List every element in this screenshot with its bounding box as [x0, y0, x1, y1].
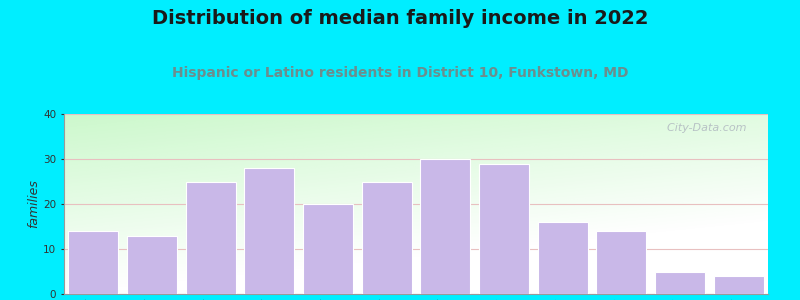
Bar — [69, 231, 118, 294]
Bar — [479, 164, 529, 294]
Bar — [655, 272, 705, 294]
Bar — [186, 182, 235, 294]
Y-axis label: families: families — [27, 180, 41, 228]
Bar — [127, 236, 177, 294]
Bar — [362, 182, 411, 294]
Text: Hispanic or Latino residents in District 10, Funkstown, MD: Hispanic or Latino residents in District… — [172, 66, 628, 80]
Bar — [538, 222, 587, 294]
Bar — [596, 231, 646, 294]
Bar — [421, 159, 470, 294]
Bar — [303, 204, 353, 294]
Bar — [245, 168, 294, 294]
Text: Distribution of median family income in 2022: Distribution of median family income in … — [152, 9, 648, 28]
Text: City-Data.com: City-Data.com — [660, 123, 747, 133]
Bar — [714, 276, 763, 294]
